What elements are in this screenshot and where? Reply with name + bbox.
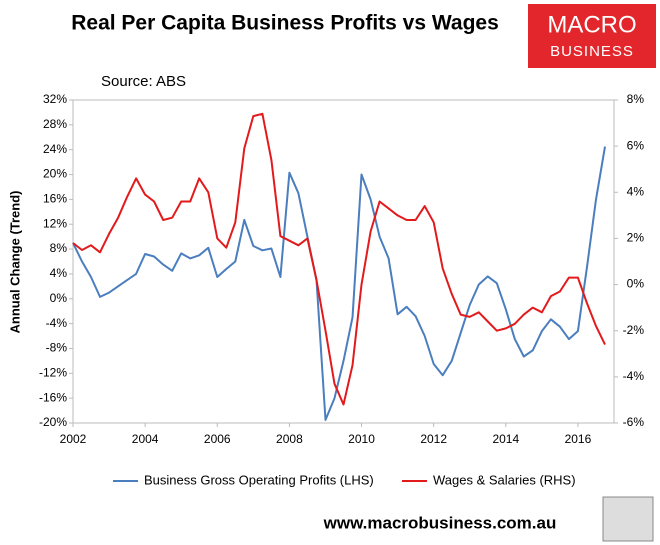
y-tick-label: 20%	[43, 167, 67, 181]
legend-label: Wages & Salaries (RHS)	[433, 472, 576, 487]
y-tick-label: -4%	[46, 316, 68, 330]
y2-tick-label: 2%	[627, 231, 645, 245]
footer: www.macrobusiness.com.au	[323, 513, 557, 532]
wolf-icon	[602, 496, 654, 542]
plot-frame	[72, 99, 615, 424]
legend-label: Business Gross Operating Profits (LHS)	[144, 472, 374, 487]
y2-tick-label: 0%	[627, 277, 645, 291]
y-tick-label: -8%	[46, 341, 68, 355]
y-axis-label: Annual Change (Trend)	[7, 191, 22, 334]
subtitle: Source: ABS	[101, 73, 186, 90]
x-tick-label: 2016	[565, 432, 592, 446]
y-tick-label: 12%	[43, 216, 67, 230]
y-tick-label: -16%	[39, 390, 67, 404]
y2-tick-label: -4%	[623, 369, 645, 383]
y2-tick-label: -2%	[623, 323, 645, 337]
y-tick-label: 8%	[50, 241, 68, 255]
logo-text: BUSINESS	[550, 43, 634, 60]
x-tick-label: 2014	[492, 432, 519, 446]
y-tick-label: -12%	[39, 365, 67, 379]
x-tick-label: 2008	[276, 432, 303, 446]
y2-tick-label: -6%	[623, 415, 645, 429]
series-line	[72, 146, 606, 421]
y-tick-label: -20%	[39, 415, 67, 429]
x-tick-label: 2006	[204, 432, 231, 446]
y-tick-label: 0%	[50, 291, 68, 305]
chart-title: Real Per Capita Business Profits vs Wage…	[71, 12, 499, 35]
x-tick-label: 2012	[420, 432, 447, 446]
x-tick-label: 2002	[60, 432, 87, 446]
y2-tick-label: 4%	[627, 184, 645, 198]
y-tick-label: 4%	[50, 266, 68, 280]
y-tick-label: 32%	[43, 92, 67, 106]
y2-tick-label: 6%	[627, 138, 645, 152]
x-tick-label: 2010	[348, 432, 375, 446]
y-tick-label: 16%	[43, 192, 67, 206]
logo-box	[528, 4, 656, 68]
y-tick-label: 28%	[43, 117, 67, 131]
series-line	[72, 112, 606, 406]
y-tick-label: 24%	[43, 142, 67, 156]
x-tick-label: 2004	[132, 432, 159, 446]
y2-tick-label: 8%	[627, 92, 645, 106]
logo-text: MACRO	[547, 11, 636, 38]
